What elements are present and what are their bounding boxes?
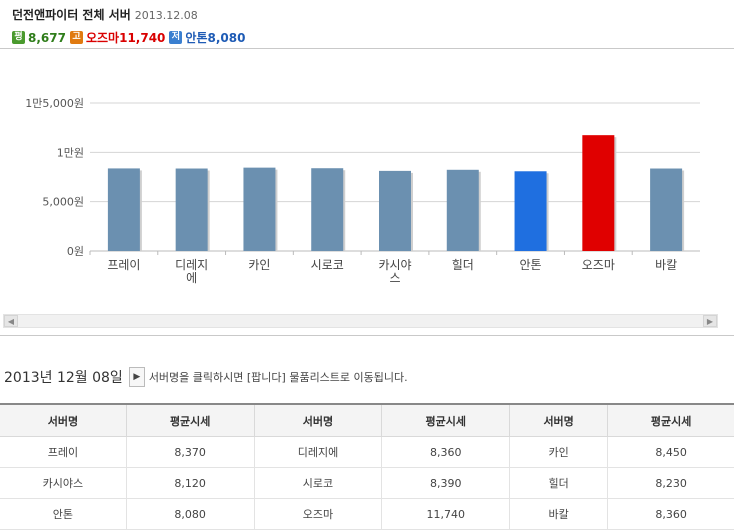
table-row: 카시야스 8,120 시로코 8,390 힐더 8,230 [0,467,734,499]
col-server-name: 서버명 [509,404,609,437]
x-tick-label: 에 [186,271,197,285]
price-table: 서버명 평균시세 서버명 평균시세 서버명 평균시세 프레이 8,370 디레지… [0,403,734,530]
x-tick-label: 힐더 [452,258,474,272]
col-server-name: 서버명 [0,404,127,437]
server-name-cell[interactable]: 디레지에 [253,436,383,468]
table-row: 프레이 8,370 디레지에 8,360 카인 8,450 [0,436,734,468]
bar [650,168,683,251]
table-row: 안톤 8,080 오즈마 11,740 바칼 8,360 [0,498,734,530]
avg-price-cell: 8,230 [607,467,734,499]
date-line: 2013년 12월 08일 ▶ 서버명을 클릭하시면 [팝니다] 물품리스트로 … [4,367,408,387]
page-title: 던전앤파이터 전체 서버 [12,8,131,22]
bar [446,169,479,251]
play-icon[interactable]: ▶ [128,367,145,387]
y-tick-label: 0원 [67,245,84,258]
high-badge: 고 [69,31,83,44]
col-avg-price: 평균시세 [381,404,511,437]
x-tick-label: 디레지 [175,258,208,272]
avg-price-cell: 8,360 [607,498,734,530]
summary-header: 던전앤파이터 전체 서버 2013.12.08 평 8,677 고 오즈마11,740… [12,6,249,46]
x-tick-label: 스 [389,271,400,285]
price-stats: 평 8,677 고 오즈마11,740 저 안톤8,080 [12,29,249,46]
bar [243,167,276,251]
scroll-right-icon[interactable]: ▶ [703,315,717,327]
server-name-cell[interactable]: 안톤 [0,498,127,530]
server-name-cell[interactable]: 시로코 [253,467,383,499]
avg-price-cell: 8,370 [125,436,255,468]
bar [175,168,208,251]
col-avg-price: 평균시세 [125,404,255,437]
bar [582,135,615,251]
avg-price-cell: 8,080 [125,498,255,530]
x-tick-label: 카시야 [378,258,411,272]
y-tick-label: 5,000원 [42,196,84,209]
avg-price-cell: 8,120 [125,467,255,499]
x-tick-label: 오즈마 [582,258,615,272]
high-price: 오즈마11,740 [85,31,166,45]
y-tick-label: 1만원 [57,146,84,159]
low-price: 안톤8,080 [185,31,246,45]
average-price: 8,677 [28,30,66,45]
server-name-cell[interactable]: 힐더 [509,467,609,499]
average-badge: 평 [12,31,25,44]
avg-price-cell: 8,360 [381,436,511,468]
bar [311,168,344,251]
server-name-cell[interactable]: 카인 [509,436,609,468]
table-header-row: 서버명 평균시세 서버명 평균시세 서버명 평균시세 [0,404,734,437]
bar [514,171,547,251]
avg-price-cell: 8,450 [607,436,734,468]
scroll-left-icon[interactable]: ◀ [4,315,18,327]
bar [379,170,411,251]
date-note: 서버명을 클릭하시면 [팝니다] 물품리스트로 이동됩니다. [148,371,408,384]
col-avg-price: 평균시세 [607,404,734,437]
server-name-cell[interactable]: 프레이 [0,436,127,468]
x-tick-label: 안톤 [520,258,542,272]
x-tick-label: 카인 [248,258,270,272]
chart-scrollbar[interactable]: ◀ ▶ [3,314,718,328]
avg-price-cell: 11,740 [381,498,511,530]
avg-price-cell: 8,390 [381,467,511,499]
server-name-cell[interactable]: 카시야스 [0,467,127,499]
x-tick-label: 프레이 [107,258,140,272]
y-tick-label: 1만5,000원 [25,97,84,110]
server-name-cell[interactable]: 바칼 [509,498,609,530]
title-row: 던전앤파이터 전체 서버 2013.12.08 [12,6,249,23]
header-date: 2013.12.08 [134,9,198,22]
x-tick-label: 바칼 [655,258,677,272]
bar [107,168,140,251]
selected-date: 2013년 12월 08일 [4,370,123,386]
server-name-cell[interactable]: 오즈마 [253,498,383,530]
low-badge: 저 [169,31,183,44]
x-tick-label: 시로코 [311,258,344,272]
col-server-name: 서버명 [253,404,383,437]
